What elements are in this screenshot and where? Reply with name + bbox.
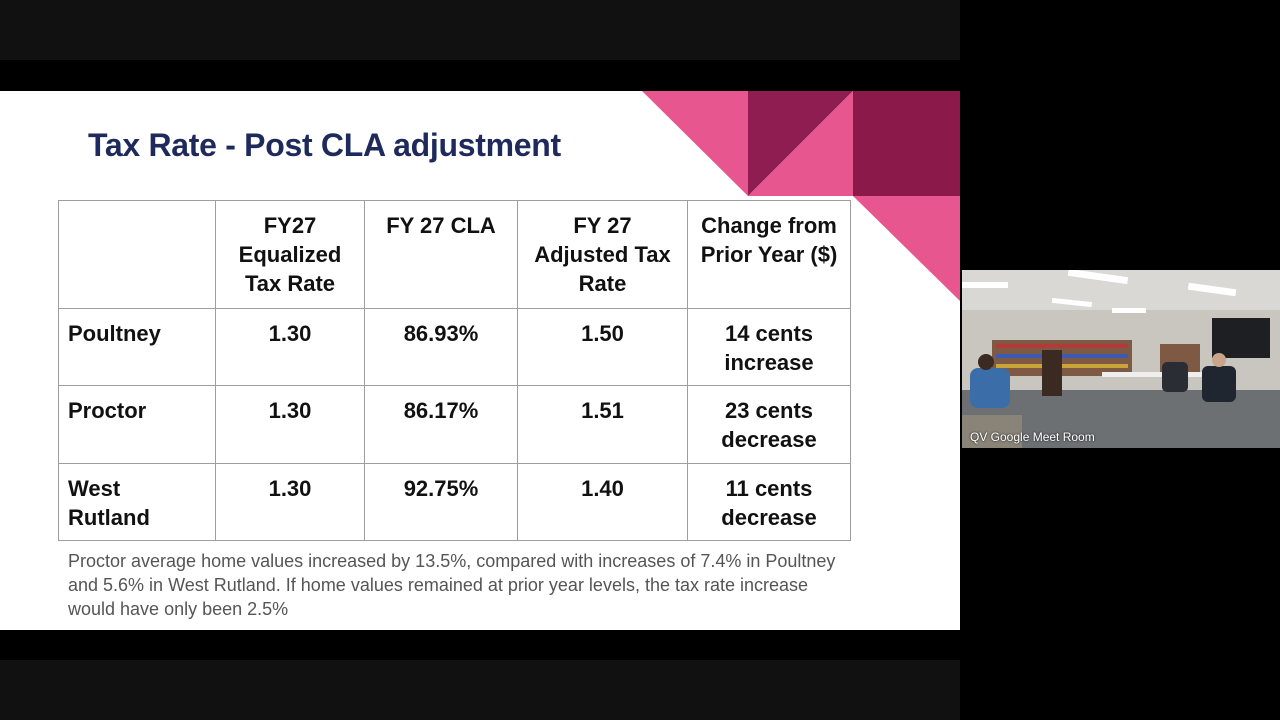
header-change: Change from Prior Year ($) (687, 200, 851, 309)
table-row: Proctor 1.30 86.17% 1.51 23 cents decrea… (58, 385, 851, 464)
header-town (58, 200, 216, 309)
bottom-letterbox (0, 660, 960, 720)
cell-equalized-rate: 1.30 (215, 307, 365, 387)
slide-title: Tax Rate - Post CLA adjustment (88, 127, 561, 163)
cell-change: 11 cents decrease (687, 462, 851, 542)
cell-cla: 86.93% (364, 307, 518, 387)
cell-change: 23 cents decrease (687, 385, 851, 464)
tax-rate-table: FY27 Equalized Tax Rate FY 27 CLA FY 27 … (58, 200, 851, 542)
cell-adjusted-rate: 1.51 (517, 385, 688, 464)
presentation-slide: Tax Rate - Post CLA adjustment FY27 Equa… (0, 91, 960, 630)
header-equalized-rate: FY27 Equalized Tax Rate (215, 200, 365, 309)
cell-change: 14 cents increase (687, 307, 851, 387)
cell-adjusted-rate: 1.40 (517, 462, 688, 542)
participant-name-label: QV Google Meet Room (970, 430, 1095, 444)
top-letterbox (0, 0, 960, 60)
cell-town: Proctor (58, 385, 216, 464)
video-feed (962, 270, 1280, 448)
table-header-row: FY27 Equalized Tax Rate FY 27 CLA FY 27 … (58, 200, 851, 309)
table-row: West Rutland 1.30 92.75% 1.40 11 cents d… (58, 462, 851, 542)
slide-footnote: Proctor average home values increased by… (68, 551, 836, 619)
cell-adjusted-rate: 1.50 (517, 307, 688, 387)
header-cla: FY 27 CLA (364, 200, 518, 309)
cell-cla: 92.75% (364, 462, 518, 542)
cell-equalized-rate: 1.30 (215, 385, 365, 464)
cell-cla: 86.17% (364, 385, 518, 464)
cell-equalized-rate: 1.30 (215, 462, 365, 542)
participant-video-tile[interactable]: QV Google Meet Room (962, 270, 1280, 448)
cell-town: Poultney (58, 307, 216, 387)
header-adjusted-rate: FY 27 Adjusted Tax Rate (517, 200, 688, 309)
table-row: Poultney 1.30 86.93% 1.50 14 cents incre… (58, 307, 851, 387)
cell-town: West Rutland (58, 462, 216, 542)
